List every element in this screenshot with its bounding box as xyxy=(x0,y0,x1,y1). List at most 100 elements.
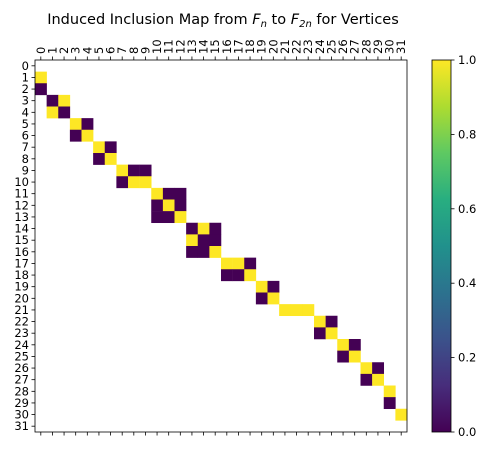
heatmap-cell xyxy=(267,280,280,293)
y-tick-label: 15 xyxy=(14,233,29,247)
heatmap-cell xyxy=(128,176,140,189)
x-tick-label: 16 xyxy=(220,39,234,54)
x-tick-label: 21 xyxy=(278,39,292,54)
y-tick-label: 5 xyxy=(22,117,29,131)
x-tick-label: 27 xyxy=(348,39,362,54)
heatmap-cell xyxy=(197,246,210,258)
heatmap-cell xyxy=(395,408,408,421)
x-tick-label: 10 xyxy=(150,39,164,54)
x-tick-label: 20 xyxy=(266,39,280,54)
x-axis-ticks: 0123456789101112131415161718192021222324… xyxy=(34,39,408,436)
heatmap-cell xyxy=(104,141,117,154)
heatmap-cell xyxy=(139,164,152,177)
y-tick-label: 12 xyxy=(14,198,29,212)
colorbar-tick-label: 0.4 xyxy=(458,276,476,290)
x-tick-label: 13 xyxy=(185,39,199,54)
heatmap-cell xyxy=(151,187,164,200)
heatmap-cell xyxy=(221,257,233,270)
y-tick-label: 23 xyxy=(14,326,29,340)
heatmap-cell xyxy=(221,269,233,282)
heatmap-cell xyxy=(255,280,268,293)
heatmap-cell xyxy=(372,373,385,386)
heatmap-cell xyxy=(58,106,71,119)
heatmap-cell xyxy=(139,176,152,189)
heatmap-cell xyxy=(337,339,350,351)
x-tick-label: 0 xyxy=(34,47,48,54)
y-tick-label: 27 xyxy=(14,373,29,387)
y-tick-label: 16 xyxy=(14,245,29,259)
y-tick-label: 24 xyxy=(14,338,29,352)
heatmap-cell xyxy=(314,315,326,328)
x-tick-label: 29 xyxy=(371,39,385,54)
colorbar-tick-label: 0.8 xyxy=(458,127,476,141)
heatmap-cell xyxy=(93,141,106,154)
y-tick-label: 3 xyxy=(22,94,29,108)
colorbar-frame xyxy=(431,59,452,433)
y-tick-label: 7 xyxy=(22,140,29,154)
heatmap-cell xyxy=(255,292,268,305)
y-tick-label: 8 xyxy=(22,152,29,166)
x-tick-label: 1 xyxy=(45,47,59,54)
heatmap-cell xyxy=(69,118,82,131)
y-tick-label: 0 xyxy=(22,59,29,73)
heatmap-cell xyxy=(383,397,396,410)
colorbar-tick-label: 0.0 xyxy=(458,425,476,439)
heatmap-cell xyxy=(162,199,175,212)
x-tick-label: 2 xyxy=(57,47,71,54)
heatmap-cell xyxy=(35,83,47,96)
x-tick-label: 22 xyxy=(290,39,304,54)
colorbar-tick-label: 1.0 xyxy=(458,53,476,67)
y-tick-label: 20 xyxy=(14,291,29,305)
heatmap-cell xyxy=(325,315,338,328)
x-tick-label: 24 xyxy=(313,39,327,54)
heatmap-cell xyxy=(372,362,385,375)
x-tick-label: 19 xyxy=(255,39,269,54)
x-tick-label: 7 xyxy=(115,47,129,54)
x-tick-label: 4 xyxy=(80,47,94,54)
x-tick-label: 31 xyxy=(394,39,408,54)
y-tick-label: 6 xyxy=(22,129,29,143)
heatmap-cell xyxy=(174,199,187,212)
x-tick-label: 12 xyxy=(173,39,187,54)
y-tick-label: 25 xyxy=(14,349,29,363)
heatmap-cell xyxy=(232,257,245,270)
y-tick-label: 31 xyxy=(14,419,29,433)
y-tick-label: 11 xyxy=(14,187,29,201)
y-tick-label: 18 xyxy=(14,268,29,282)
x-tick-label: 18 xyxy=(243,39,257,54)
colorbar xyxy=(432,60,451,432)
heatmap-cell xyxy=(186,234,199,247)
y-tick-label: 17 xyxy=(14,256,29,270)
x-tick-label: 11 xyxy=(162,39,176,54)
x-tick-label: 23 xyxy=(301,39,315,54)
x-tick-label: 28 xyxy=(359,39,373,54)
heatmap-cell xyxy=(383,385,396,398)
heatmap-cell xyxy=(325,327,338,340)
y-axis-ticks: 0123456789101112131415161718192021222324… xyxy=(14,59,35,433)
y-tick-label: 28 xyxy=(14,384,29,398)
x-tick-label: 17 xyxy=(231,39,245,54)
heatmap-cells xyxy=(35,60,408,432)
heatmap-cell xyxy=(209,222,222,235)
heatmap-cell xyxy=(337,350,350,363)
heatmap-cell xyxy=(244,257,257,270)
heatmap-cell xyxy=(46,106,59,119)
y-tick-label: 21 xyxy=(14,303,29,317)
y-tick-label: 9 xyxy=(22,163,29,177)
y-tick-label: 1 xyxy=(22,70,29,84)
heatmap-cell xyxy=(267,292,280,305)
x-tick-label: 14 xyxy=(197,39,211,54)
y-tick-label: 29 xyxy=(14,396,29,410)
heatmap-cell xyxy=(151,199,164,212)
heatmap-cell xyxy=(81,118,94,131)
heatmap-cell xyxy=(128,164,140,177)
heatmap-cell xyxy=(162,211,175,224)
heatmap-cell xyxy=(209,234,222,247)
heatmap-cell xyxy=(302,304,315,317)
heatmap-cell xyxy=(360,362,373,375)
x-tick-label: 5 xyxy=(92,47,106,54)
x-tick-label: 6 xyxy=(104,47,118,54)
heatmap-cell xyxy=(290,304,303,317)
